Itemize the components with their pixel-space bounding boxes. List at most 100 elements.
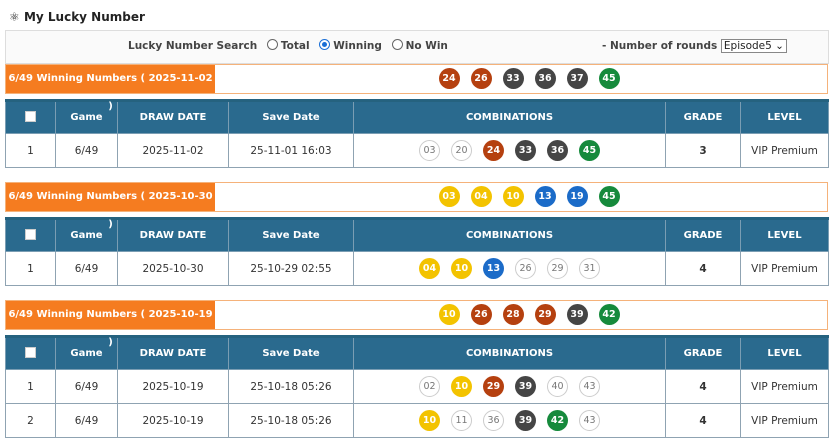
- grade-cell: 4: [665, 251, 741, 286]
- number-ball: 33: [515, 140, 536, 161]
- radio-winning-label[interactable]: Winning: [333, 40, 382, 52]
- save-date-cell: 25-10-29 02:55: [228, 251, 354, 286]
- number-ball: 13: [534, 186, 556, 207]
- column-header: LEVEL: [740, 335, 829, 370]
- select-all-checkbox[interactable]: [5, 99, 56, 134]
- column-header: COMBINATIONS: [353, 217, 666, 252]
- winning-numbers-bar: 6/49 Winning Numbers ( 2025-10-19 ) 10 26 2…: [5, 300, 828, 348]
- number-ball: 04: [470, 186, 492, 207]
- number-ball: 37: [566, 68, 588, 89]
- row-number: 1: [5, 251, 56, 286]
- radio-no-win-label[interactable]: No Win: [405, 40, 448, 52]
- winning-numbers-label: 6/49 Winning Numbers ( 2025-10-19 ): [6, 301, 215, 348]
- number-ball: 03: [438, 186, 460, 207]
- number-ball: 43: [579, 376, 600, 397]
- number-ball: 13: [483, 258, 504, 279]
- number-ball: 24: [483, 140, 504, 161]
- draw-date-cell: 2025-10-30: [117, 251, 229, 286]
- grade-cell: 4: [665, 369, 741, 404]
- column-header: DRAW DATE: [117, 335, 229, 370]
- number-ball: 45: [598, 186, 620, 207]
- level-cell: VIP Premium: [740, 133, 829, 168]
- search-bar: Lucky Number Search Total Winning No Win…: [5, 30, 829, 64]
- draw-date-cell: 2025-10-19: [117, 369, 229, 404]
- results-table: Game DRAW DATE Save Date COMBINATIONS GRADE L…: [5, 217, 829, 286]
- level-cell: VIP Premium: [740, 251, 829, 286]
- grade-cell: 3: [665, 133, 741, 168]
- game-cell: 6/49: [55, 251, 118, 286]
- number-ball: 42: [598, 304, 620, 325]
- save-date-cell: 25-11-01 16:03: [228, 133, 354, 168]
- column-header: GRADE: [665, 217, 741, 252]
- number-ball: 20: [451, 140, 472, 161]
- radio-no-win[interactable]: [391, 39, 403, 50]
- number-ball: 28: [502, 304, 524, 325]
- results-table: Game DRAW DATE Save Date COMBINATIONS GRADE L…: [5, 335, 829, 438]
- table-header: Game DRAW DATE Save Date COMBINATIONS GRADE L…: [5, 99, 829, 134]
- number-ball: 02: [419, 376, 440, 397]
- combination-cell: 10 11 36 39 42 43: [353, 403, 666, 438]
- row-number: 1: [5, 133, 56, 168]
- number-ball: 03: [419, 140, 440, 161]
- table-header: Game DRAW DATE Save Date COMBINATIONS GRADE L…: [5, 217, 829, 252]
- winning-balls: 24 26 33 36 37 45: [433, 68, 625, 89]
- column-header: GRADE: [665, 99, 741, 134]
- number-ball: 29: [483, 376, 504, 397]
- number-ball: 10: [419, 410, 440, 431]
- number-ball: 42: [547, 410, 568, 431]
- column-header: GRADE: [665, 335, 741, 370]
- radio-winning[interactable]: [319, 39, 331, 50]
- game-cell: 6/49: [55, 133, 118, 168]
- number-ball: 10: [502, 186, 524, 207]
- page-title: ⚛ My Lucky Number: [9, 10, 145, 24]
- column-header: LEVEL: [740, 217, 829, 252]
- table-row[interactable]: 1 6/49 2025-10-30 25-10-29 02:55 04 10 13 26 29 3…: [5, 251, 829, 286]
- number-ball: 40: [547, 376, 568, 397]
- radio-total-label[interactable]: Total: [280, 40, 310, 52]
- number-ball: 39: [566, 304, 588, 325]
- game-cell: 6/49: [55, 369, 118, 404]
- table-row[interactable]: 1 6/49 2025-10-19 25-10-18 05:26 02 10 29 39 40 4…: [5, 369, 829, 404]
- number-ball: 04: [419, 258, 440, 279]
- number-ball: 10: [438, 304, 460, 325]
- radio-total[interactable]: [266, 39, 278, 50]
- level-cell: VIP Premium: [740, 403, 829, 438]
- draw-block: 6/49 Winning Numbers ( 2025-10-19 ) 10 26 2…: [5, 300, 829, 438]
- chevron-down-icon: ⌄: [775, 40, 784, 52]
- combination-cell: 03 20 24 33 36 45: [353, 133, 666, 168]
- column-header: Game: [55, 335, 118, 370]
- select-all-checkbox[interactable]: [5, 217, 56, 252]
- row-number: 1: [5, 369, 56, 404]
- row-number: 2: [5, 403, 56, 438]
- column-header: COMBINATIONS: [353, 99, 666, 134]
- number-ball: 45: [579, 140, 600, 161]
- rounds-select[interactable]: Episode5 ⌄: [720, 39, 787, 53]
- number-ball: 11: [451, 410, 472, 431]
- save-date-cell: 25-10-18 05:26: [228, 369, 354, 404]
- number-ball: 33: [502, 68, 524, 89]
- number-ball: 45: [598, 68, 620, 89]
- rounds-label: - Number of rounds: [602, 40, 718, 52]
- winning-balls: 10 26 28 29 39 42: [433, 304, 625, 325]
- number-ball: 36: [547, 140, 568, 161]
- number-ball: 10: [451, 258, 472, 279]
- winning-balls: 03 04 10 13 19 45: [433, 186, 625, 207]
- number-ball: 36: [534, 68, 556, 89]
- column-header: Save Date: [228, 99, 354, 134]
- number-ball: 39: [515, 376, 536, 397]
- number-ball: 31: [579, 258, 600, 279]
- number-ball: 43: [579, 410, 600, 431]
- table-row[interactable]: 1 6/49 2025-11-02 25-11-01 16:03 03 20 24 33 36 4…: [5, 133, 829, 168]
- winning-numbers-bar: 6/49 Winning Numbers ( 2025-11-02 ) 24 26 3…: [5, 64, 828, 112]
- column-header: LEVEL: [740, 99, 829, 134]
- draw-date-cell: 2025-10-19: [117, 403, 229, 438]
- table-row[interactable]: 2 6/49 2025-10-19 25-10-18 05:26 10 11 36 39 42 4…: [5, 403, 829, 438]
- column-header: DRAW DATE: [117, 99, 229, 134]
- number-ball: 39: [515, 410, 536, 431]
- column-header: DRAW DATE: [117, 217, 229, 252]
- winning-numbers-label: 6/49 Winning Numbers ( 2025-11-02 ): [6, 65, 215, 112]
- select-all-checkbox[interactable]: [5, 335, 56, 370]
- level-cell: VIP Premium: [740, 369, 829, 404]
- draw-block: 6/49 Winning Numbers ( 2025-10-30 ) 03 04 1…: [5, 182, 829, 286]
- column-header: Game: [55, 99, 118, 134]
